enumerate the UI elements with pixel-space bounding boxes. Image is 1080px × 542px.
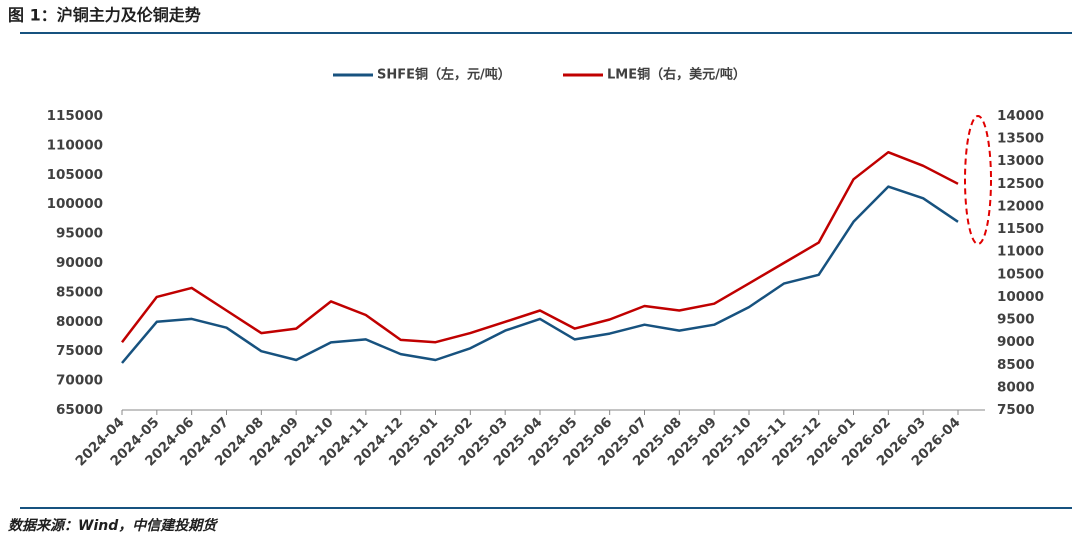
y-tick-label: 85000 [56,284,103,300]
y-tick-label: 80000 [56,314,103,330]
y2-tick-label: 9500 [997,312,1035,328]
y-tick-label: 110000 [47,137,103,153]
y-tick-label: 115000 [47,108,103,124]
series-line [121,185,959,364]
y2-tick-label: 8000 [997,379,1035,395]
y-tick-label: 70000 [56,373,103,389]
y-tick-label: 65000 [56,402,103,418]
y2-tick-label: 13000 [997,153,1044,169]
y2-tick-label: 8500 [997,357,1035,373]
y-tick-label: 100000 [47,196,103,212]
series-line [121,150,959,344]
y-tick-label: 105000 [47,167,103,183]
chart-title: 图 1：沪铜主力及伦铜走势 [8,6,201,25]
legend-label: LME铜（右，美元/吨） [607,67,746,83]
y2-tick-label: 11000 [997,244,1044,260]
y2-tick-label: 12500 [997,176,1044,192]
y2-tick-label: 11500 [997,221,1044,237]
source: 数据来源：Wind，中信建投期货 [8,517,218,534]
y2-tick-label: 9000 [997,334,1035,350]
y-tick-label: 90000 [56,255,103,271]
legend-label: SHFE铜（左，元/吨） [377,67,511,83]
highlight-ellipse [964,115,992,245]
y2-tick-label: 10000 [997,289,1044,305]
y2-tick-label: 14000 [997,108,1044,124]
y2-tick-label: 10500 [997,266,1044,282]
y2-tick-label: 7500 [997,402,1035,418]
y2-tick-label: 12000 [997,198,1044,214]
y-tick-label: 95000 [56,226,103,242]
y-tick-label: 75000 [56,343,103,359]
y2-tick-label: 13500 [997,131,1044,147]
